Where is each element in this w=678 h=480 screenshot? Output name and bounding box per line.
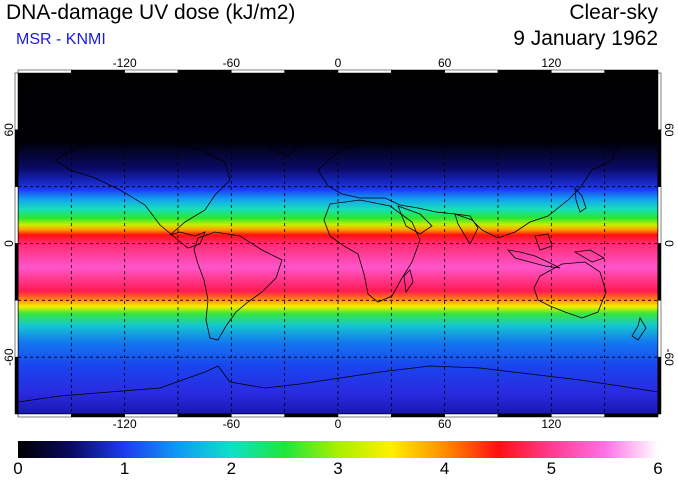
map-tick-labels: -120 -120 -60 -60 0 0 60 60 120 120 60 60 0 0 -60 -60 — [2, 56, 676, 431]
lon-tick-label-bottom: 60 — [438, 417, 452, 431]
colorbar-tick-label: 4 — [440, 459, 449, 478]
colorbar: 0 1 2 3 4 5 6 — [13, 441, 663, 478]
frame-tick — [124, 69, 179, 74]
lon-tick-label-top: -60 — [223, 56, 241, 70]
frame-tick — [71, 69, 125, 74]
indonesia-outline — [506, 249, 561, 269]
frame-tick — [657, 129, 662, 187]
frame-tick — [444, 413, 499, 418]
map-title: DNA-damage UV dose (kJ/m2) — [6, 1, 296, 24]
colorbar-tick-label: 0 — [13, 459, 22, 478]
sky-condition-label: Clear-sky — [569, 1, 658, 24]
frame-tick — [337, 69, 392, 74]
uv-dose-map: -120 -120 -60 -60 0 0 60 60 120 120 60 60 0 0 -60 -60 — [2, 56, 676, 431]
frame-tick — [657, 72, 662, 131]
lon-tick-label-top: -120 — [113, 56, 137, 70]
australia-outline — [533, 261, 607, 319]
frame-tick — [14, 186, 19, 244]
colorbar-tick-label: 2 — [227, 459, 236, 478]
frame-tick — [391, 413, 445, 418]
frame-tick — [14, 129, 19, 187]
lat-tick-label-left: -60 — [2, 348, 16, 366]
frame-tick — [284, 413, 339, 418]
greenland-outline — [254, 94, 321, 157]
frame-ticks — [14, 69, 662, 418]
frame-tick — [604, 413, 659, 418]
colorbar-tick-label: 1 — [120, 459, 129, 478]
north-america-outline — [54, 129, 231, 249]
colorbar-ramp — [18, 441, 658, 458]
frame-tick — [14, 243, 19, 301]
new-zealand-outline — [631, 316, 647, 341]
eurasia-outline — [317, 111, 621, 239]
lon-tick-label-top: 60 — [438, 56, 452, 70]
frame-tick — [657, 186, 662, 244]
frame-tick — [391, 69, 445, 74]
lon-tick-label-bottom: 0 — [335, 417, 342, 431]
frame-tick — [17, 413, 72, 418]
lon-tick-label-bottom: 120 — [541, 417, 561, 431]
frame-tick — [177, 69, 232, 74]
colorbar-tick-labels: 0 1 2 3 4 5 6 — [13, 459, 662, 478]
frame-tick — [604, 69, 659, 74]
frame-tick — [231, 69, 285, 74]
frame-tick — [444, 69, 499, 74]
frame-tick — [14, 72, 19, 131]
frame-tick — [337, 413, 392, 418]
frame-tick — [551, 69, 605, 74]
lon-tick-label-bottom: -60 — [223, 417, 241, 431]
frame-tick — [657, 356, 662, 415]
arabia-outline — [397, 205, 433, 235]
frame-tick — [657, 300, 662, 358]
new-guinea-outline — [573, 249, 605, 263]
frame-tick — [657, 243, 662, 301]
source-label: MSR - KNMI — [16, 31, 106, 48]
frame-tick — [17, 69, 72, 74]
lon-tick-label-bottom: -120 — [113, 417, 137, 431]
colorbar-tick-label: 6 — [653, 459, 662, 478]
frame-tick — [497, 69, 552, 74]
antarctica-outline — [18, 365, 658, 403]
gridlines — [18, 73, 658, 414]
borneo-outline — [534, 233, 553, 251]
lon-tick-label-top: 120 — [541, 56, 561, 70]
frame-tick — [284, 69, 339, 74]
date-label: 9 January 1962 — [513, 27, 658, 50]
frame-tick — [14, 356, 19, 415]
lat-tick-label-right: -60 — [662, 348, 676, 366]
colorbar-tick-label: 3 — [333, 459, 342, 478]
lat-tick-label-right: 60 — [662, 123, 676, 137]
japan-outline — [574, 186, 587, 213]
lat-tick-label-left: 0 — [2, 240, 16, 247]
madagascar-outline — [403, 269, 414, 294]
lon-tick-label-top: 0 — [335, 56, 342, 70]
lat-tick-label-right: 0 — [662, 240, 676, 247]
lat-tick-label-left: 60 — [2, 123, 16, 137]
india-outline — [454, 213, 479, 245]
colorbar-tick-label: 5 — [547, 459, 556, 478]
